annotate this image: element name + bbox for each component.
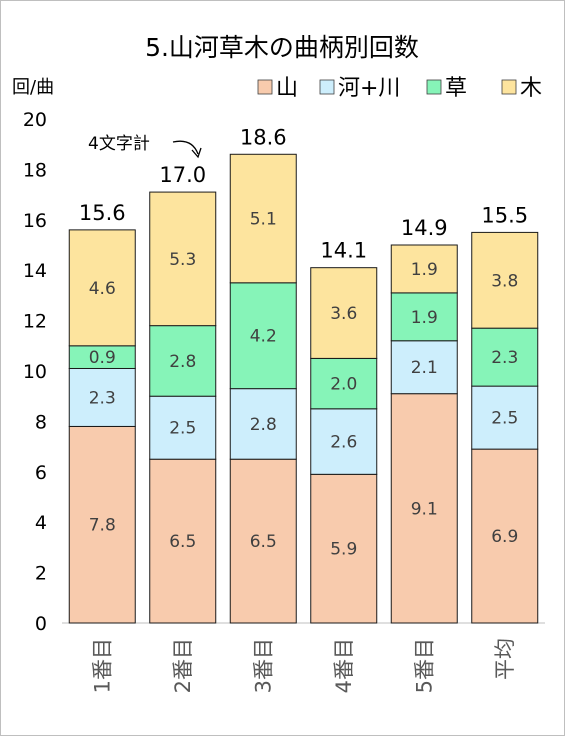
y-tick-label: 8 — [35, 411, 47, 433]
segment-value-label: 3.6 — [330, 304, 357, 324]
bar-segment — [390, 244, 458, 294]
segment-value-label: 7.8 — [89, 516, 116, 536]
segment-value-label: 2.3 — [491, 348, 518, 368]
y-tick-label: 14 — [23, 260, 47, 282]
total-value-label: 14.1 — [320, 239, 367, 263]
segment-value-label: 4.2 — [250, 327, 277, 347]
annotation-arrow — [172, 140, 199, 155]
bars: 7.8 2.3 0.9 4.6 15.6 6.5 2.5 2.8 5.3 17.0 6.5 2.8 4.… — [68, 125, 539, 624]
bar-segment — [149, 458, 217, 624]
legend: 山 河+川 草 木 — [257, 76, 542, 101]
bar-segment — [229, 458, 297, 624]
bar-segment — [471, 385, 539, 450]
bar-segment — [471, 231, 539, 329]
y-tick-label: 4 — [35, 512, 47, 534]
annotation-arrowhead — [191, 147, 202, 159]
bar-segment — [310, 473, 378, 624]
segment-value-label: 6.5 — [250, 532, 277, 552]
legend-label: 河+川 — [338, 76, 400, 101]
y-axis-unit: 回/曲 — [12, 77, 54, 98]
bar-segment — [471, 448, 539, 624]
bar-segment — [390, 340, 458, 395]
segment-value-label: 2.8 — [250, 415, 277, 435]
category-label: 5番目 — [412, 638, 436, 693]
category-label: 4番目 — [332, 638, 356, 693]
bar-segment — [229, 388, 297, 460]
segment-value-label: 6.5 — [169, 532, 196, 552]
total-value-label: 15.5 — [481, 203, 528, 227]
category-label: 平均 — [493, 638, 517, 680]
total-value-label: 18.6 — [240, 125, 287, 149]
bar-segment — [68, 229, 136, 347]
segment-value-label: 5.3 — [169, 250, 196, 270]
y-tick-label: 12 — [23, 311, 47, 333]
bar-segment — [149, 191, 217, 327]
segment-value-label: 2.1 — [411, 358, 438, 378]
bar-segment — [310, 408, 378, 475]
segment-value-label: 1.9 — [411, 308, 438, 328]
total-value-label: 14.9 — [401, 216, 448, 240]
y-axis: 0 2 4 6 8 10 12 14 16 18 20 — [23, 109, 545, 635]
total-value-label: 17.0 — [159, 163, 206, 187]
bar-segment — [310, 357, 378, 410]
y-tick-label: 16 — [23, 210, 47, 232]
bar-segment — [471, 327, 539, 387]
segment-value-label: 2.5 — [491, 409, 518, 429]
y-tick-label: 0 — [35, 613, 47, 635]
legend-label: 木 — [520, 76, 542, 101]
segment-value-label: 3.8 — [491, 271, 518, 291]
annotation: 4文字計 — [88, 134, 202, 159]
segment-value-label: 1.9 — [411, 260, 438, 280]
segment-value-label: 0.9 — [89, 348, 116, 368]
bar-segment — [390, 393, 458, 624]
total-value-label: 15.6 — [79, 201, 126, 225]
bar-segment — [68, 425, 136, 624]
segment-value-label: 4.6 — [89, 279, 116, 299]
bar-segment — [68, 367, 136, 427]
segment-value-label: 9.1 — [411, 499, 438, 519]
legend-swatch — [501, 79, 517, 95]
bar-segment — [229, 153, 297, 284]
category-axis: 1番目 2番目 3番目 4番目 5番目 平均 — [90, 638, 517, 693]
segment-value-label: 5.9 — [330, 540, 357, 560]
segment-value-label: 2.5 — [169, 419, 196, 439]
legend-swatch — [426, 79, 442, 95]
annotation-label: 4文字計 — [88, 134, 150, 154]
y-tick-label: 6 — [35, 462, 47, 484]
y-tick-label: 18 — [23, 159, 47, 181]
category-label: 2番目 — [171, 638, 195, 693]
segment-value-label: 2.8 — [169, 352, 196, 372]
bar-segment — [149, 395, 217, 460]
y-tick-label: 2 — [35, 563, 47, 585]
segment-value-label: 6.9 — [491, 527, 518, 547]
legend-swatch — [319, 79, 335, 95]
segment-value-label: 2.3 — [89, 388, 116, 408]
bar-segment — [149, 325, 217, 397]
legend-label: 草 — [445, 76, 467, 101]
y-tick-label: 20 — [23, 109, 47, 131]
segment-value-label: 5.1 — [250, 210, 277, 230]
bar-segment — [390, 292, 458, 342]
segment-value-label: 2.6 — [330, 433, 357, 453]
chart-title: 5.山河草木の曲柄別回数 — [145, 33, 419, 62]
category-label: 1番目 — [90, 638, 114, 693]
legend-label: 山 — [276, 76, 298, 101]
bar-segment — [310, 267, 378, 359]
segment-value-label: 2.0 — [330, 375, 357, 395]
category-label: 3番目 — [251, 638, 275, 693]
legend-swatch — [257, 79, 273, 95]
bar-segment — [229, 282, 297, 390]
y-tick-label: 10 — [23, 361, 47, 383]
